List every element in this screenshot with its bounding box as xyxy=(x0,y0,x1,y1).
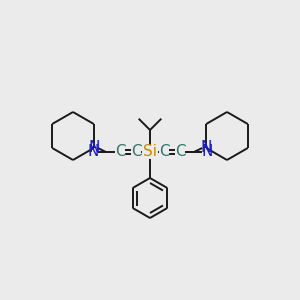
Text: Si: Si xyxy=(143,145,157,160)
Text: N: N xyxy=(87,145,99,160)
Text: C: C xyxy=(159,145,169,160)
Text: N: N xyxy=(200,140,212,155)
Text: C: C xyxy=(131,145,141,160)
Text: C: C xyxy=(175,145,185,160)
Text: N: N xyxy=(88,140,100,155)
Text: N: N xyxy=(201,145,213,160)
Text: C: C xyxy=(115,145,125,160)
